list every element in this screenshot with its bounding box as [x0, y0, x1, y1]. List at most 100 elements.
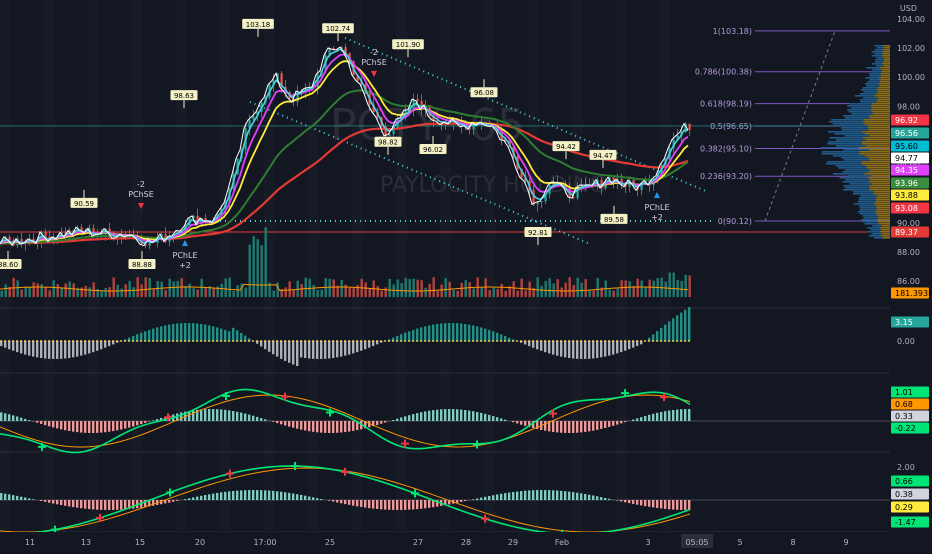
osc2-histogram-bar — [240, 490, 242, 500]
price-marker-label: 103.18 — [246, 21, 271, 29]
macd-histogram-bar — [8, 341, 10, 349]
volume-profile-bar — [858, 211, 876, 213]
osc-histogram-bar — [36, 421, 38, 423]
ma-yellow-line[interactable] — [0, 61, 688, 243]
volume-bar — [637, 279, 639, 297]
price-candle — [533, 190, 535, 204]
volume-bar — [189, 284, 191, 297]
volume-profile-bar — [874, 53, 883, 55]
volume-bar — [253, 236, 255, 297]
volume-bar — [537, 277, 539, 297]
session-stripe — [572, 0, 583, 530]
volume-profile-bar — [883, 45, 890, 47]
macd-histogram-bar — [352, 341, 354, 353]
volume-profile-bar — [878, 217, 890, 219]
macd-histogram-bar — [428, 325, 430, 341]
osc2-histogram-bar — [592, 495, 594, 500]
osc-histogram-bar — [84, 421, 86, 433]
signal-arrow-icon[interactable] — [654, 192, 660, 198]
volume-profile-bar — [842, 129, 868, 131]
osc2-histogram-bar — [380, 500, 382, 509]
macd-histogram-bar — [308, 341, 310, 359]
osc2-histogram-bar — [68, 500, 70, 506]
volume-profile-bar — [860, 213, 877, 215]
osc-histogram-bar — [272, 421, 274, 422]
osc2-histogram-bar — [620, 500, 622, 501]
volume-bar — [129, 281, 131, 297]
volume-bar — [37, 283, 39, 297]
osc2-histogram-bar — [48, 500, 50, 503]
macd-histogram-bar — [72, 341, 74, 357]
session-stripe — [220, 0, 231, 530]
osc2-histogram-bar — [684, 500, 686, 510]
volume-profile-bar — [859, 153, 890, 155]
volume-bar — [89, 287, 91, 297]
osc2-histogram-bar — [0, 493, 2, 500]
volume-bar — [345, 285, 347, 297]
macd-histogram-bar — [276, 341, 278, 357]
macd-histogram-bar — [108, 341, 110, 346]
osc2-histogram-bar — [256, 490, 258, 500]
volume-profile-bar — [882, 55, 890, 57]
macd-histogram-bar — [232, 328, 234, 341]
osc-histogram-bar — [572, 421, 574, 433]
osc-histogram-bar — [96, 421, 98, 433]
price-marker-label: 101.90 — [396, 41, 421, 49]
macd-histogram-bar — [344, 341, 346, 356]
osc-histogram-bar — [68, 421, 70, 431]
volume-bar — [485, 278, 487, 297]
osc2-histogram-bar — [224, 492, 226, 500]
volume-profile-bar — [847, 109, 871, 111]
osc-histogram-bar — [412, 414, 414, 421]
osc2-histogram-bar — [548, 490, 550, 500]
volume-bar — [625, 280, 627, 297]
volume-bar — [461, 283, 463, 297]
osc2-histogram-bar — [636, 500, 638, 505]
volume-profile-bar — [853, 193, 873, 195]
volume-profile-bar — [864, 119, 890, 121]
macd-histogram-bar — [328, 341, 330, 358]
signal-arrow-icon[interactable] — [371, 71, 377, 77]
osc-histogram-bar — [244, 414, 246, 421]
osc-histogram-bar — [460, 410, 462, 421]
fib-level-label: 0(90.12) — [718, 217, 752, 226]
macd-histogram-bar — [396, 336, 398, 341]
volume-bar — [161, 282, 163, 297]
volume-profile-bar — [849, 183, 871, 185]
osc-histogram-bar — [304, 421, 306, 430]
volume-bar — [149, 278, 151, 297]
macd-histogram-bar — [20, 341, 22, 353]
price-tag-label: 94.35 — [895, 166, 918, 175]
volume-bar — [201, 279, 203, 297]
macd-histogram-bar — [444, 323, 446, 341]
volume-profile-bar — [859, 151, 890, 153]
session-stripe — [616, 0, 627, 530]
osc2-histogram-bar — [572, 492, 574, 500]
volume-bar — [541, 286, 543, 297]
volume-bar — [305, 278, 307, 297]
macd-histogram-bar — [548, 341, 550, 353]
osc-histogram-bar — [100, 421, 102, 433]
volume-profile-bar — [848, 175, 871, 177]
price-marker-label: 89.58 — [604, 216, 624, 224]
osc-histogram-bar — [48, 421, 50, 426]
macd-histogram-bar — [628, 341, 630, 349]
osc-histogram-bar — [56, 421, 58, 428]
osc2-histogram-bar — [20, 497, 22, 500]
volume-bar — [341, 280, 343, 297]
volume-bar — [501, 284, 503, 297]
price-candle — [9, 237, 11, 240]
volume-bar — [65, 283, 67, 297]
osc-histogram-bar — [636, 418, 638, 421]
macd-histogram-bar — [40, 341, 42, 358]
volume-profile-bar — [860, 207, 877, 209]
volume-profile-bar — [863, 121, 890, 123]
volume-profile-bar — [872, 51, 882, 53]
volume-profile-bar — [830, 137, 863, 139]
volume-bar — [613, 291, 615, 297]
osc-histogram-bar — [228, 410, 230, 421]
volume-profile-bar — [865, 77, 879, 79]
volume-bar — [225, 278, 227, 297]
